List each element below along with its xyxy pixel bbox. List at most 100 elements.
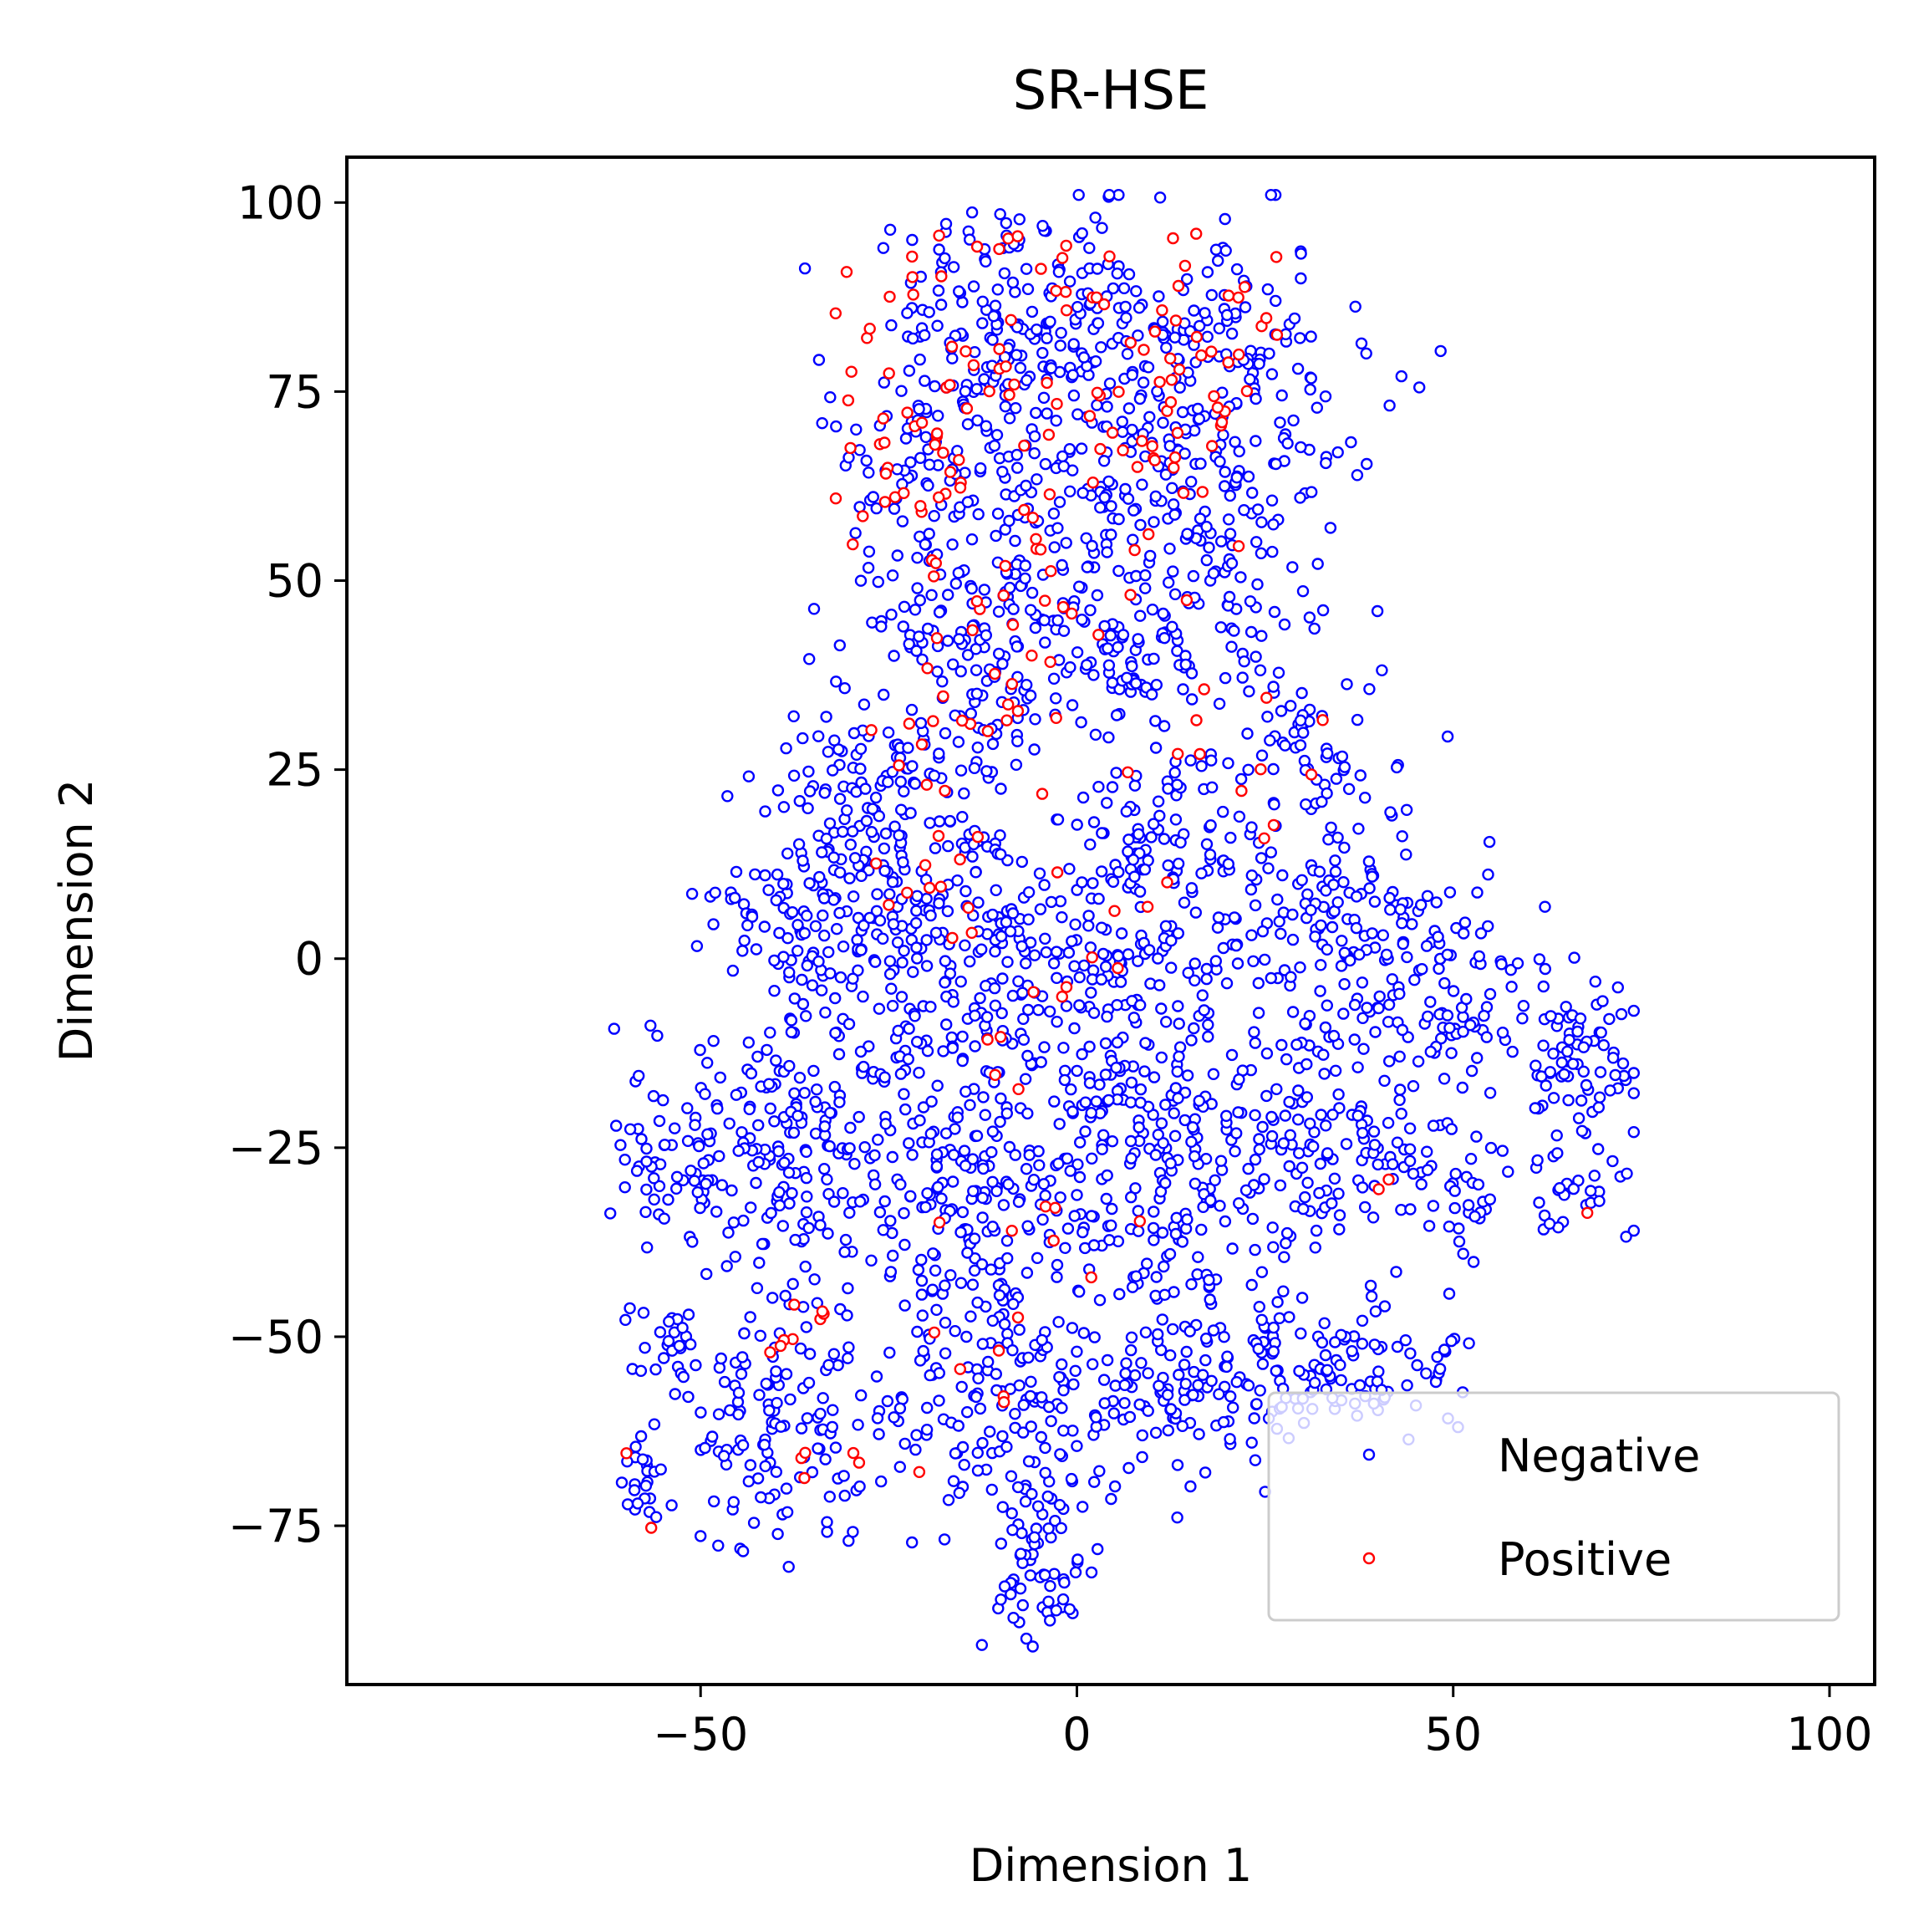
scatter-point-negative (920, 1423, 934, 1436)
scatter-point-negative (1310, 1224, 1323, 1237)
scatter-point-negative (1043, 1005, 1056, 1018)
scatter-point-negative (1382, 1116, 1395, 1129)
scatter-point-negative (1219, 212, 1231, 226)
scatter-point-positive (1260, 312, 1273, 324)
scatter-point-negative (629, 1440, 642, 1453)
scatter-point-negative (1125, 1152, 1138, 1165)
scatter-point-negative (1069, 918, 1082, 931)
scatter-point-positive (1005, 314, 1017, 326)
scatter-point-negative (1531, 1154, 1544, 1167)
scatter-point-negative (1026, 586, 1039, 599)
scatter-point-negative (868, 956, 882, 968)
scatter-point-negative (1400, 803, 1413, 816)
scatter-point-negative (986, 334, 999, 346)
scatter-point-negative (1194, 512, 1207, 525)
scatter-point-negative (1156, 1313, 1169, 1326)
scatter-point-negative (821, 1516, 833, 1528)
scatter-point-negative (894, 803, 908, 816)
scatter-point-negative (1105, 500, 1117, 512)
scatter-point-negative (842, 451, 855, 464)
scatter-point-negative (985, 1483, 999, 1496)
scatter-point-negative (1296, 585, 1310, 598)
scatter-point-negative (826, 1420, 838, 1434)
scatter-point-negative (1438, 976, 1451, 990)
scatter-point-negative (1166, 1323, 1179, 1336)
scatter-point-negative (1244, 625, 1258, 639)
scatter-point-negative (1054, 1448, 1066, 1460)
scatter-point-negative (897, 856, 909, 869)
scatter-point-negative (1153, 1379, 1165, 1392)
scatter-point-negative (634, 1430, 648, 1443)
scatter-point-negative (1086, 539, 1098, 553)
scatter-point-negative (959, 1160, 972, 1172)
scatter-point-negative (854, 1389, 868, 1402)
scatter-point-negative (1095, 341, 1107, 354)
scatter-point-negative (1209, 955, 1223, 967)
scatter-point-negative (1547, 1048, 1560, 1060)
scatter-point-negative (1303, 611, 1316, 624)
scatter-point-negative (1195, 867, 1208, 879)
scatter-point-negative (1033, 1159, 1046, 1172)
scatter-point-negative (1139, 1037, 1152, 1049)
scatter-point-positive (878, 436, 891, 449)
scatter-point-negative (1284, 1129, 1297, 1142)
scatter-point-negative (956, 1440, 970, 1454)
scatter-point-negative (1191, 402, 1204, 415)
scatter-point-negative (741, 919, 754, 932)
scatter-point-negative (1150, 679, 1163, 691)
scatter-point-negative (1080, 659, 1093, 671)
x-tick-label: 100 (1786, 1708, 1872, 1761)
scatter-point-negative (858, 1140, 871, 1154)
scatter-point-negative (1063, 1603, 1076, 1616)
scatter-point-negative (909, 1443, 922, 1456)
scatter-point-negative (796, 973, 808, 986)
scatter-point-negative (658, 1212, 670, 1225)
scatter-point-positive (1026, 650, 1038, 662)
scatter-point-negative (1234, 772, 1248, 786)
scatter-point-negative (1571, 1025, 1584, 1038)
scatter-point-negative (1220, 976, 1234, 990)
scatter-point-negative (1086, 1358, 1099, 1371)
scatter-point-negative (752, 1155, 765, 1169)
scatter-point-negative (1496, 1144, 1509, 1157)
scatter-point-negative (1087, 877, 1099, 890)
scatter-point-negative (735, 1126, 748, 1139)
scatter-point-negative (1110, 1061, 1122, 1074)
scatter-point-positive (953, 454, 965, 466)
scatter-point-negative (854, 762, 867, 775)
scatter-point-negative (1168, 1107, 1180, 1119)
scatter-point-negative (706, 1430, 719, 1443)
scatter-point-negative (1245, 487, 1259, 499)
scatter-point-negative (782, 1560, 795, 1573)
scatter-point-negative (1133, 1398, 1146, 1411)
scatter-point-negative (966, 1278, 980, 1291)
scatter-point-negative (1010, 640, 1023, 653)
scatter-point-negative (1000, 1234, 1014, 1247)
scatter-point-negative (995, 1007, 1008, 1020)
scatter-point-negative (1384, 903, 1397, 916)
scatter-point-negative (1216, 805, 1229, 818)
scatter-point-negative (1020, 374, 1033, 386)
scatter-point-negative (1313, 865, 1326, 878)
scatter-point-negative (1036, 1213, 1049, 1226)
scatter-point-negative (669, 1388, 681, 1400)
scatter-point-negative (1399, 1333, 1412, 1347)
scatter-point-positive (955, 714, 969, 727)
scatter-point-negative (1502, 1165, 1514, 1178)
scatter-point-negative (707, 918, 720, 930)
scatter-point-negative (1120, 312, 1132, 324)
scatter-point-negative (1517, 999, 1530, 1012)
scatter-point-negative (618, 1180, 631, 1194)
scatter-point-negative (838, 1246, 851, 1258)
scatter-point-negative (653, 1180, 666, 1193)
scatter-point-negative (1250, 650, 1262, 663)
scatter-point-negative (1295, 272, 1307, 285)
scatter-point-negative (970, 383, 983, 395)
scatter-point-negative (670, 1170, 684, 1184)
scatter-point-positive (1026, 512, 1040, 524)
scatter-point-negative (930, 1160, 944, 1173)
scatter-point-negative (898, 1103, 912, 1116)
scatter-point-negative (956, 811, 969, 823)
scatter-point-negative (1278, 1251, 1290, 1263)
scatter-point-negative (919, 1200, 932, 1214)
